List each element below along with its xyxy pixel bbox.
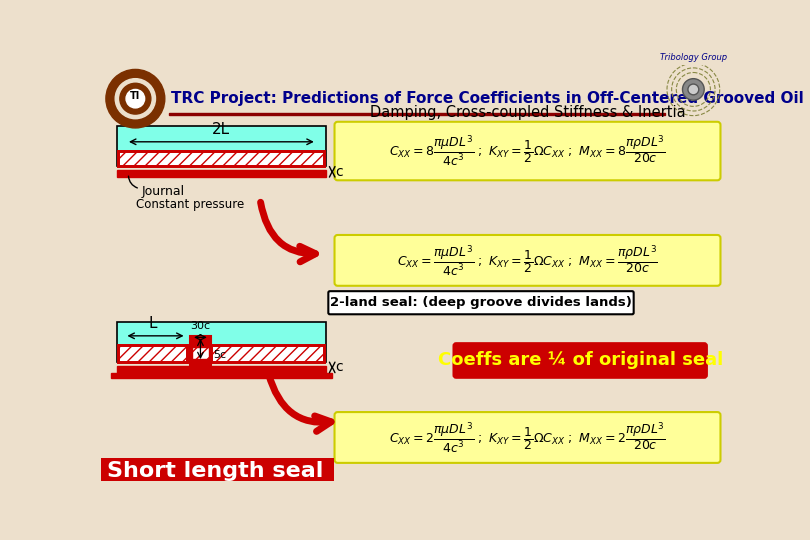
Text: 2-land seal: (deep groove divides lands): 2-land seal: (deep groove divides lands) [330, 296, 632, 309]
Circle shape [115, 79, 156, 119]
Bar [101, 457, 334, 484]
Bar [117, 366, 326, 373]
Bar [118, 151, 325, 166]
Bar [117, 126, 326, 166]
Bar [152, 84, 159, 90]
Text: $C_{XX}=\dfrac{\pi\mu D L^3}{4c^3}$$\ ;\ K_{XY}=\dfrac{1}{2}\Omega C_{XX}$$\ ;\ : $C_{XX}=\dfrac{\pi\mu D L^3}{4c^3}$$\ ;\… [397, 243, 658, 278]
Bar [211, 345, 325, 362]
Bar [133, 119, 139, 125]
Bar [117, 322, 326, 362]
Bar [114, 81, 121, 87]
Text: c: c [335, 165, 343, 179]
Bar [110, 89, 117, 94]
Bar [122, 75, 127, 82]
Bar [190, 336, 211, 370]
Circle shape [120, 83, 151, 114]
Text: L: L [149, 316, 157, 331]
Bar [156, 96, 162, 102]
Bar [130, 72, 136, 79]
Bar [154, 104, 160, 110]
Text: 2L: 2L [212, 122, 230, 137]
Bar [110, 373, 332, 378]
Circle shape [666, 62, 721, 117]
Bar [149, 112, 156, 118]
Text: Short length seal: Short length seal [108, 461, 324, 481]
Bar [142, 117, 148, 123]
Bar [192, 347, 209, 359]
Text: Coeffs are ¼ of original seal: Coeffs are ¼ of original seal [437, 352, 723, 369]
Text: L: L [132, 100, 139, 110]
Bar [109, 97, 115, 103]
Text: Constant pressure: Constant pressure [136, 198, 245, 211]
Bar [156, 92, 161, 98]
Bar [211, 345, 325, 362]
Text: $C_{XX}=2\dfrac{\pi\mu D L^3}{4c^3}$$\ ;\ K_{XY}=\dfrac{1}{2}\Omega C_{XX}$$\ ;\: $C_{XX}=2\dfrac{\pi\mu D L^3}{4c^3}$$\ ;… [389, 420, 666, 455]
Text: Damping, Cross-coupled Stiffness & Inertia: Damping, Cross-coupled Stiffness & Inert… [369, 105, 685, 120]
Bar [118, 151, 325, 166]
Bar [169, 112, 666, 115]
FancyBboxPatch shape [454, 343, 706, 377]
Bar [124, 117, 130, 124]
Bar [117, 170, 326, 177]
Text: 5c: 5c [213, 350, 226, 360]
Bar [117, 113, 123, 119]
FancyBboxPatch shape [335, 235, 720, 286]
Bar [118, 345, 186, 362]
Text: Journal: Journal [142, 185, 185, 198]
FancyBboxPatch shape [335, 122, 720, 180]
Text: TRC Project: Predictions of Force Coefficients in Off-Centered Grooved Oil Seals: TRC Project: Predictions of Force Coeffi… [171, 91, 810, 106]
Bar [118, 345, 186, 362]
Circle shape [106, 70, 164, 128]
Circle shape [688, 84, 699, 95]
Text: Tribology Group: Tribology Group [660, 52, 727, 62]
FancyBboxPatch shape [335, 412, 720, 463]
Bar [139, 73, 145, 79]
Text: c: c [335, 360, 343, 374]
Bar [147, 77, 153, 84]
Text: $C_{XX}=8\dfrac{\pi\mu D L^3}{4c^3}$$\ ;\ K_{XY}=\dfrac{1}{2}\Omega C_{XX}$$\ ;\: $C_{XX}=8\dfrac{\pi\mu D L^3}{4c^3}$$\ ;… [389, 134, 666, 168]
Circle shape [683, 79, 704, 100]
Text: TI: TI [130, 91, 140, 102]
Circle shape [126, 90, 145, 108]
Text: 30c: 30c [190, 321, 211, 331]
Bar [111, 106, 117, 112]
FancyBboxPatch shape [328, 291, 633, 314]
